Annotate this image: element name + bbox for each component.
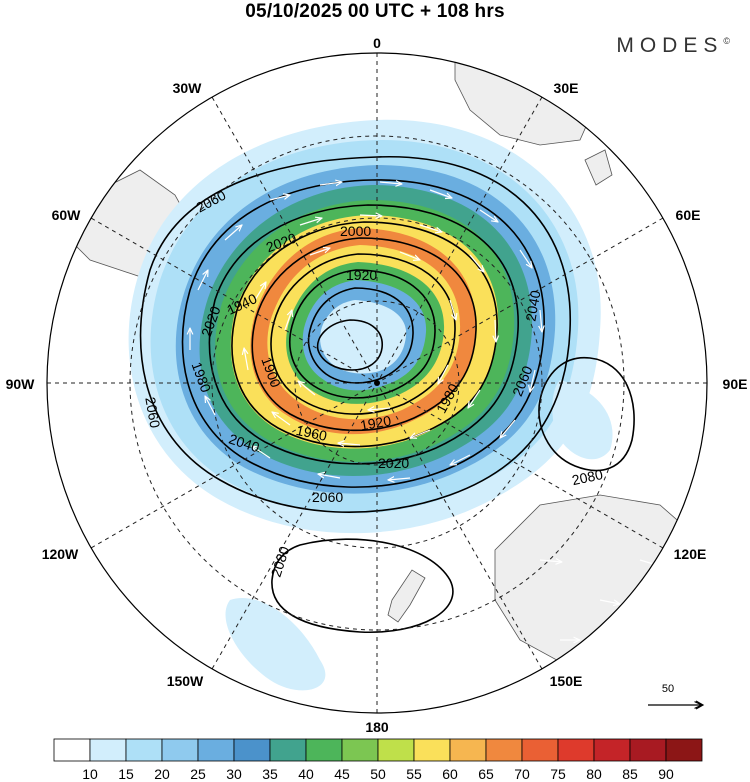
contour-label: 2080 <box>268 544 293 579</box>
contour-label: 2000 <box>340 223 371 239</box>
contour-label: 1920 <box>359 412 393 433</box>
wind-vector <box>309 248 330 256</box>
wind-vector <box>298 381 316 396</box>
arrow-right-icon <box>648 700 705 710</box>
height-contours <box>139 156 635 634</box>
contour-label: 2020 <box>378 455 409 471</box>
brand-name: MODES <box>616 34 724 57</box>
contour-1940 <box>289 269 436 399</box>
contour-1980 <box>251 237 477 432</box>
contour-label: 1960 <box>295 422 329 444</box>
wind-vector <box>429 189 452 198</box>
contour-2040 <box>181 179 545 488</box>
wind-vector <box>379 182 402 184</box>
wind-vector <box>495 319 496 342</box>
contour-label: 2060 <box>142 396 163 430</box>
longitude-labels: 0 30E 60E 90E 120E 150E 180 150W 120W 90… <box>6 35 748 735</box>
contour-label: 2040 <box>522 289 543 323</box>
contour-label: 1920 <box>346 267 377 283</box>
wind-vector <box>438 364 449 384</box>
wind-vector <box>469 254 484 272</box>
wind-vector <box>449 299 456 320</box>
lon-label-30e: 30E <box>554 80 579 96</box>
wind-vector <box>252 446 271 459</box>
wind-vector <box>399 251 420 260</box>
contour-label: 2080 <box>570 466 604 488</box>
wind-vector <box>299 218 322 226</box>
wind-vector <box>284 310 292 331</box>
contour-2080-pacific <box>271 538 454 634</box>
wind-vector <box>450 454 471 465</box>
wind-vector <box>224 225 242 241</box>
wind-vector <box>530 369 536 392</box>
contour-2020 <box>208 204 519 465</box>
lon-label-120w: 120W <box>42 546 79 562</box>
wind-vector <box>410 429 431 438</box>
wind-vector <box>540 309 542 332</box>
wind-vector <box>388 478 411 480</box>
land-australia <box>494 494 701 671</box>
lon-label-60e: 60E <box>676 207 701 223</box>
lon-label-120e: 120E <box>674 546 707 562</box>
lon-label-150e: 150E <box>550 673 583 689</box>
map-border <box>46 52 708 714</box>
lon-label-0: 0 <box>373 35 381 51</box>
wind-vector <box>338 443 361 445</box>
wind-vector <box>272 412 291 426</box>
wind-vector <box>368 408 391 410</box>
land-new-zealand <box>387 569 426 623</box>
map-disc <box>47 53 707 713</box>
wind-vector <box>539 560 562 562</box>
brand-logo: MODES© <box>616 34 730 58</box>
reference-vector-label: 50 <box>661 683 675 695</box>
wind-vector <box>468 389 481 408</box>
lon-label-150w: 150W <box>167 673 204 689</box>
wind-vector <box>244 348 249 371</box>
contour-1900 <box>316 319 383 371</box>
lon-label-90e: 90E <box>723 376 748 392</box>
contour-2000 <box>231 221 498 448</box>
land-madagascar <box>584 149 613 186</box>
contour-label: 2060 <box>312 489 343 505</box>
wind-vector <box>359 215 382 216</box>
wind-vector <box>500 419 516 438</box>
lon-label-60w: 60W <box>52 207 82 223</box>
lon-label-90w: 90W <box>6 376 36 392</box>
brand-mark: © <box>723 36 730 46</box>
lon-label-30w: 30W <box>173 80 203 96</box>
contour-2060 <box>139 156 571 514</box>
south-pole-marker <box>374 380 380 386</box>
shade-east <box>552 380 613 460</box>
wind-vectors <box>190 182 660 640</box>
lon-label-180: 180 <box>365 719 389 735</box>
reference-vector: 50 <box>646 683 708 714</box>
wind-vector <box>269 195 290 201</box>
wind-vector <box>479 209 498 222</box>
wind-vector <box>319 182 342 185</box>
wind-vector <box>519 249 532 268</box>
shade-core <box>320 300 407 374</box>
shade-pacific <box>225 598 326 691</box>
wind-vector <box>599 599 620 604</box>
wind-vector <box>254 282 266 301</box>
wind-vector <box>419 224 442 232</box>
wind-vector <box>197 270 208 291</box>
wind-vector <box>205 396 216 416</box>
contour-1920 <box>307 287 414 384</box>
wind-vector <box>318 474 341 479</box>
map-title: 05/10/2025 00 UTC + 108 hrs <box>245 1 505 22</box>
